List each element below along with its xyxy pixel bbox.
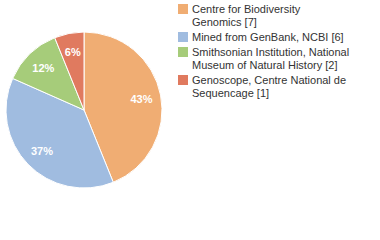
legend-swatch (178, 4, 188, 14)
legend-label-line: Sequencage [1] (192, 87, 269, 99)
data-label: 6% (65, 46, 81, 58)
legend-swatch (178, 32, 188, 42)
legend-label: Mined from GenBank, NCBI [6] (192, 31, 344, 43)
legend-label-line: Centre for Biodiversity (192, 3, 301, 15)
pie-slice (55, 32, 84, 110)
legend-item: Genoscope, Centre National deSequencage … (178, 74, 346, 99)
legend-label: Centre for BiodiversityGenomics [7] (192, 3, 301, 28)
legend-swatch (178, 47, 188, 57)
legend-item: Centre for BiodiversityGenomics [7] (178, 3, 301, 28)
data-label: 37% (31, 145, 53, 157)
legend-label: Smithsonian Institution, NationalMuseum … (192, 46, 349, 71)
legend-swatch (178, 75, 188, 85)
legend-label-line: Mined from GenBank, NCBI [6] (192, 31, 344, 43)
legend: Centre for BiodiversityGenomics [7] Mined… (178, 3, 349, 99)
legend-item: Smithsonian Institution, NationalMuseum … (178, 46, 349, 71)
pie (6, 32, 162, 188)
chart: 43% 37% 12% 6% Centre for BiodiversityGenomi… (0, 0, 380, 240)
legend-label-line: Genoscope, Centre National de (192, 74, 346, 86)
data-label: 12% (32, 62, 54, 74)
legend-item: Mined from GenBank, NCBI [6] (178, 31, 344, 43)
data-label: 43% (130, 93, 152, 105)
legend-label-line: Smithsonian Institution, National (192, 46, 349, 58)
legend-label: Genoscope, Centre National deSequencage … (192, 74, 346, 99)
legend-label-line: Museum of Natural History [2] (192, 59, 338, 71)
data-labels: 43% 37% 12% 6% (31, 46, 153, 156)
legend-label-line: Genomics [7] (192, 16, 257, 28)
